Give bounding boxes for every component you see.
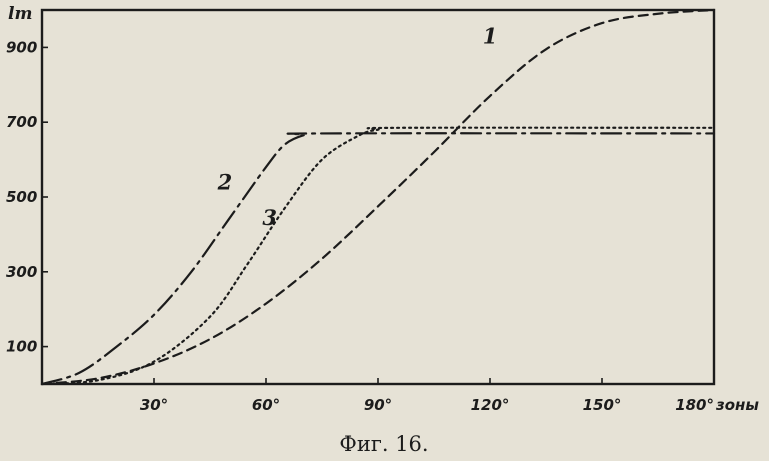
x-axis-unit: зоны <box>715 396 759 414</box>
curve-label-3: 3 <box>262 205 277 230</box>
x-tick-label: 60° <box>252 396 280 414</box>
x-tick-label: 90° <box>364 396 392 414</box>
series-line-3 <box>40 126 716 386</box>
y-tick-label: 500 <box>6 188 37 206</box>
curve-label-2: 2 <box>217 170 233 195</box>
curve-labels: 1 2 3 <box>217 24 498 230</box>
x-tick-label: 120° <box>471 396 510 414</box>
axis-ticks: 30° 60° 90° 120° 150° 180° 100 300 500 700 900 <box>6 38 715 414</box>
plot-border <box>40 8 716 386</box>
y-tick-label: 900 <box>6 38 37 56</box>
y-axis-unit: lm <box>8 4 32 24</box>
curve-label-1: 1 <box>483 24 498 49</box>
x-tick-label: 180° <box>675 396 714 414</box>
y-tick-label: 700 <box>6 113 37 131</box>
x-tick-label: 150° <box>583 396 622 414</box>
series-layer <box>40 8 716 386</box>
x-tick-label: 30° <box>140 396 168 414</box>
plot-frame <box>40 8 716 386</box>
y-tick-label: 100 <box>6 338 37 356</box>
y-tick-label: 300 <box>6 263 37 281</box>
series-line-1 <box>40 8 716 386</box>
figure-caption: Фиг. 16. <box>339 432 428 456</box>
series-line-2 <box>40 132 716 386</box>
